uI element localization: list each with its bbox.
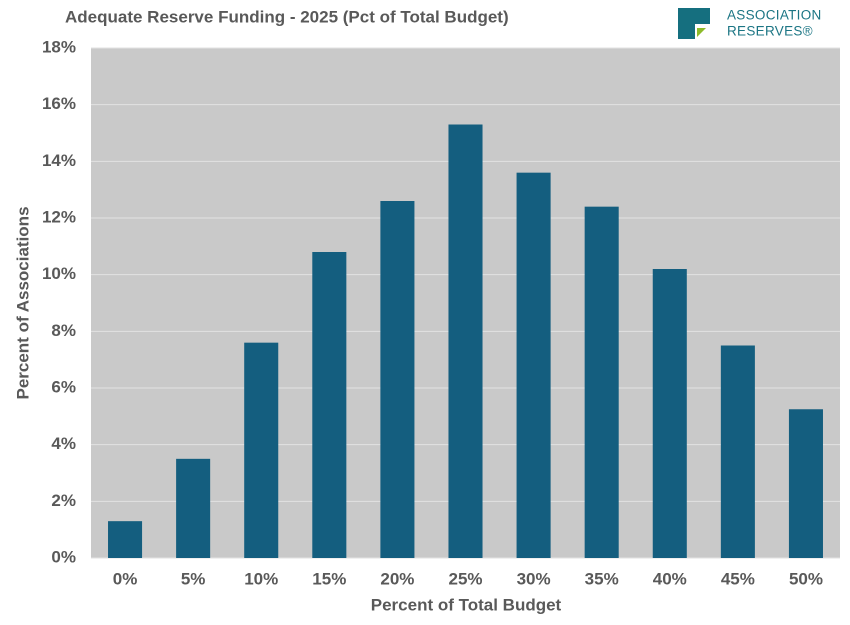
logo-text: RESERVES® [727,24,813,39]
bar [584,206,619,558]
chart-title: Adequate Reserve Funding - 2025 (Pct of … [65,7,509,26]
bar [108,521,143,558]
logo-text: ASSOCIATION [727,8,822,23]
bar [380,201,415,558]
x-tick-label: 30% [517,569,551,588]
bar [244,342,279,558]
y-tick-label: 14% [42,151,76,170]
x-tick-label: 50% [789,569,823,588]
bar [516,172,551,558]
y-tick-label: 18% [42,37,76,56]
x-tick-label: 15% [312,569,346,588]
x-tick-label: 45% [721,569,755,588]
y-tick-label: 16% [42,94,76,113]
bar [448,124,483,558]
y-tick-label: 12% [42,207,76,226]
y-tick-label: 8% [51,321,76,340]
y-tick-label: 4% [51,434,76,453]
logo: ASSOCIATION RESERVES® [678,8,822,39]
y-tick-label: 6% [51,377,76,396]
bar [652,269,687,558]
bar [312,252,347,558]
y-tick-label: 2% [51,491,76,510]
x-tick-label: 5% [181,569,206,588]
x-tick-label: 25% [448,569,482,588]
x-tick-label: 40% [653,569,687,588]
y-tick-label: 0% [51,547,76,566]
x-tick-label: 0% [113,569,138,588]
x-tick-label: 10% [244,569,278,588]
logo-accent [697,28,706,37]
bar [176,458,211,558]
x-tick-label: 35% [585,569,619,588]
x-tick-label: 20% [380,569,414,588]
bar [720,345,755,558]
y-tick-label: 10% [42,264,76,283]
x-axis-title: Percent of Total Budget [371,595,562,614]
bar [788,409,823,558]
y-axis-title: Percent of Associations [13,206,32,399]
